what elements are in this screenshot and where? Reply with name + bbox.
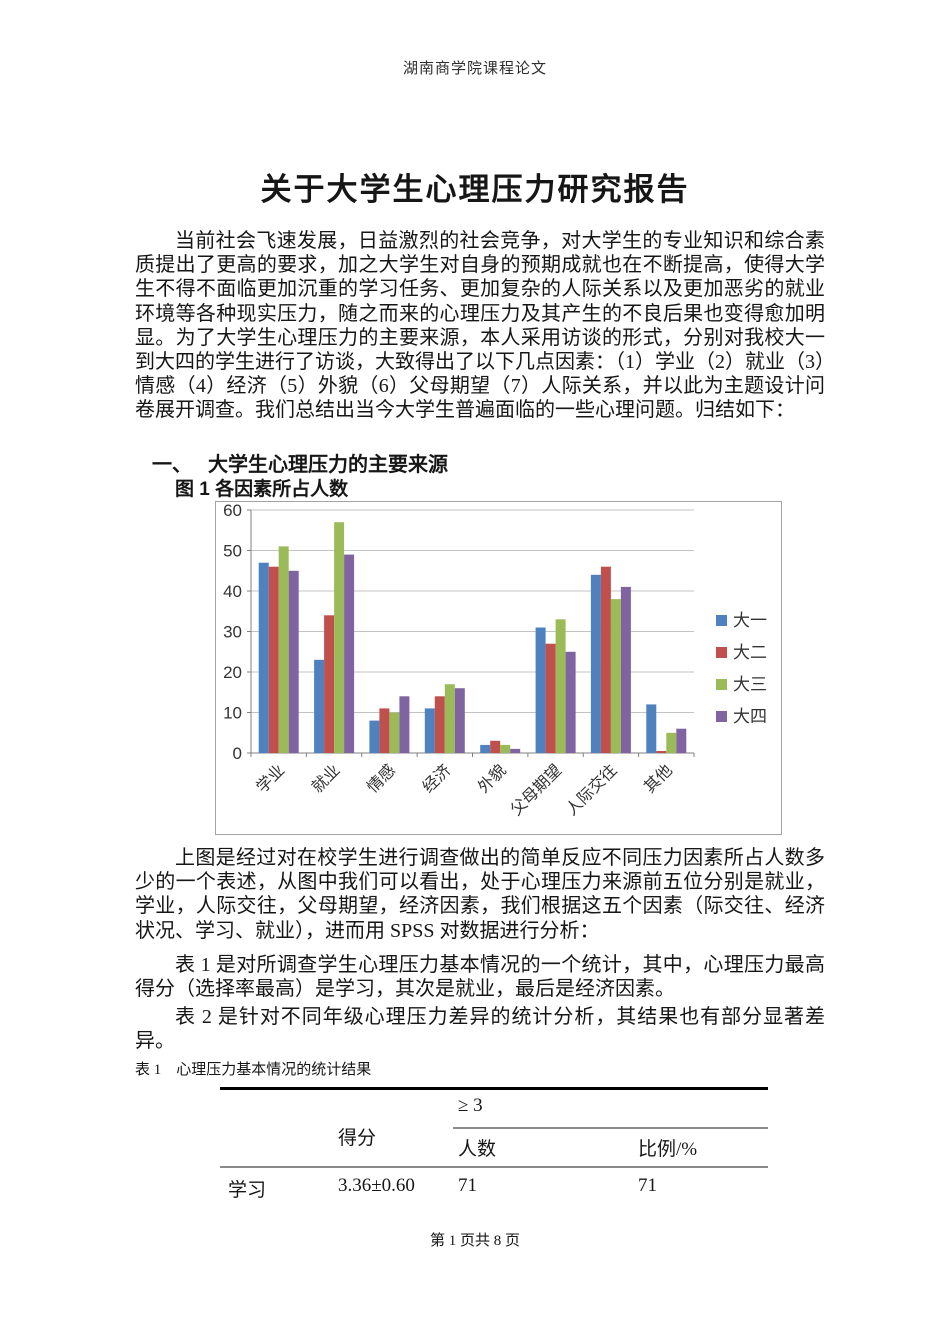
bar	[369, 720, 380, 753]
bar	[490, 740, 501, 753]
page-title: 关于大学生心理压力研究报告	[260, 172, 690, 207]
legend-swatch	[716, 711, 727, 722]
x-category-label: 人际交往	[563, 761, 621, 819]
table-cell-ratio: 71	[638, 1175, 657, 1196]
x-category-label: 情感	[364, 761, 399, 796]
legend-label: 大二	[733, 643, 767, 662]
paragraph-intro: 当前社会飞速发展，日益激烈的社会竞争，对大学生的专业知识和综合素质提出了更高的要…	[135, 230, 825, 422]
bar	[334, 522, 345, 753]
page-footer: 第 1 页共 8 页	[429, 1233, 520, 1249]
x-category-label: 外貌	[474, 761, 509, 796]
paragraph-table1-note: 表 1 是对所调查学生心理压力基本情况的一个统计，其中，心理压力最高得分（选择率…	[135, 954, 825, 1001]
y-tick-label: 60	[223, 502, 242, 520]
bar	[545, 643, 556, 753]
bar	[268, 566, 279, 753]
table-group-rule	[453, 1127, 768, 1129]
table-cell-factor: 学习	[228, 1180, 267, 1201]
x-category-label: 经济	[419, 761, 454, 796]
table-col-score: 得分	[338, 1128, 377, 1149]
legend-swatch	[716, 647, 727, 658]
legend-label: 大四	[733, 707, 767, 726]
y-tick-label: 50	[223, 542, 242, 561]
bar	[646, 704, 657, 753]
bar	[610, 599, 621, 753]
bar	[389, 712, 400, 753]
x-category-label: 就业	[308, 761, 343, 796]
y-tick-label: 10	[223, 704, 242, 723]
table-cell-count: 71	[458, 1175, 477, 1196]
bar	[480, 744, 491, 753]
bar	[600, 566, 611, 753]
table-top-rule	[220, 1087, 768, 1090]
bar	[535, 627, 546, 753]
table-header-rule	[220, 1166, 768, 1168]
x-category-label: 其他	[641, 761, 676, 796]
bar	[424, 708, 435, 753]
table-cell-score: 3.36±0.60	[338, 1175, 415, 1196]
document-header: 湖南商学院课程论文	[402, 61, 547, 77]
y-tick-label: 20	[223, 663, 242, 682]
bar	[590, 574, 601, 753]
bar	[258, 562, 269, 753]
bar	[656, 751, 667, 753]
bar	[620, 586, 631, 753]
legend-swatch	[716, 615, 727, 626]
bar-chart: 0 10 20 30 40 50 60 学业 就业 情感 经济 外貌 父母期望 人际交往 其他 大一大二大三大…	[215, 501, 782, 835]
legend-label: 大三	[733, 675, 767, 694]
table-group-header: ≥ 3	[458, 1095, 483, 1116]
y-tick-label: 0	[233, 744, 242, 763]
x-category-label: 父母期望	[507, 761, 565, 819]
bar	[434, 696, 445, 753]
bar	[444, 684, 455, 753]
bar	[344, 554, 355, 753]
bar	[379, 708, 390, 753]
table-caption: 表 1 心理压力基本情况的统计结果	[135, 1062, 372, 1078]
paragraph-table2-note: 表 2 是针对不同年级心理压力差异的统计分析，其结果也有部分显著差异。	[135, 1006, 825, 1053]
bar	[399, 696, 410, 753]
section-heading-text: 大学生心理压力的主要来源	[208, 454, 448, 476]
bar	[288, 570, 299, 754]
section-heading: 一、 大学生心理压力的主要来源	[152, 448, 448, 477]
legend-label: 大一	[733, 611, 767, 630]
bar	[666, 732, 677, 754]
paragraph-chart-discussion: 上图是经过对在校学生进行调查做出的简单反应不同压力因素所占人数多少的一个表述，从…	[135, 847, 825, 942]
bar	[500, 744, 511, 753]
y-tick-label: 30	[223, 623, 242, 642]
x-category-label: 学业	[253, 761, 288, 796]
y-tick-label: 40	[223, 582, 242, 601]
bar	[314, 659, 325, 753]
bar	[676, 728, 687, 753]
stats-table: ≥ 3 得分 人数 比例/% 学习 3.36±0.60 71 71	[220, 1087, 768, 1205]
bar	[565, 651, 576, 754]
bar	[324, 615, 335, 753]
section-number: 一、	[152, 454, 192, 476]
bar	[278, 546, 289, 753]
figure-caption: 图 1 各因素所占人数	[175, 479, 349, 500]
table-col-ratio: 比例/%	[638, 1139, 698, 1160]
legend-swatch	[716, 679, 727, 690]
bar	[454, 688, 465, 753]
bar	[555, 619, 566, 753]
bar	[510, 748, 521, 753]
table-col-count: 人数	[458, 1139, 497, 1160]
